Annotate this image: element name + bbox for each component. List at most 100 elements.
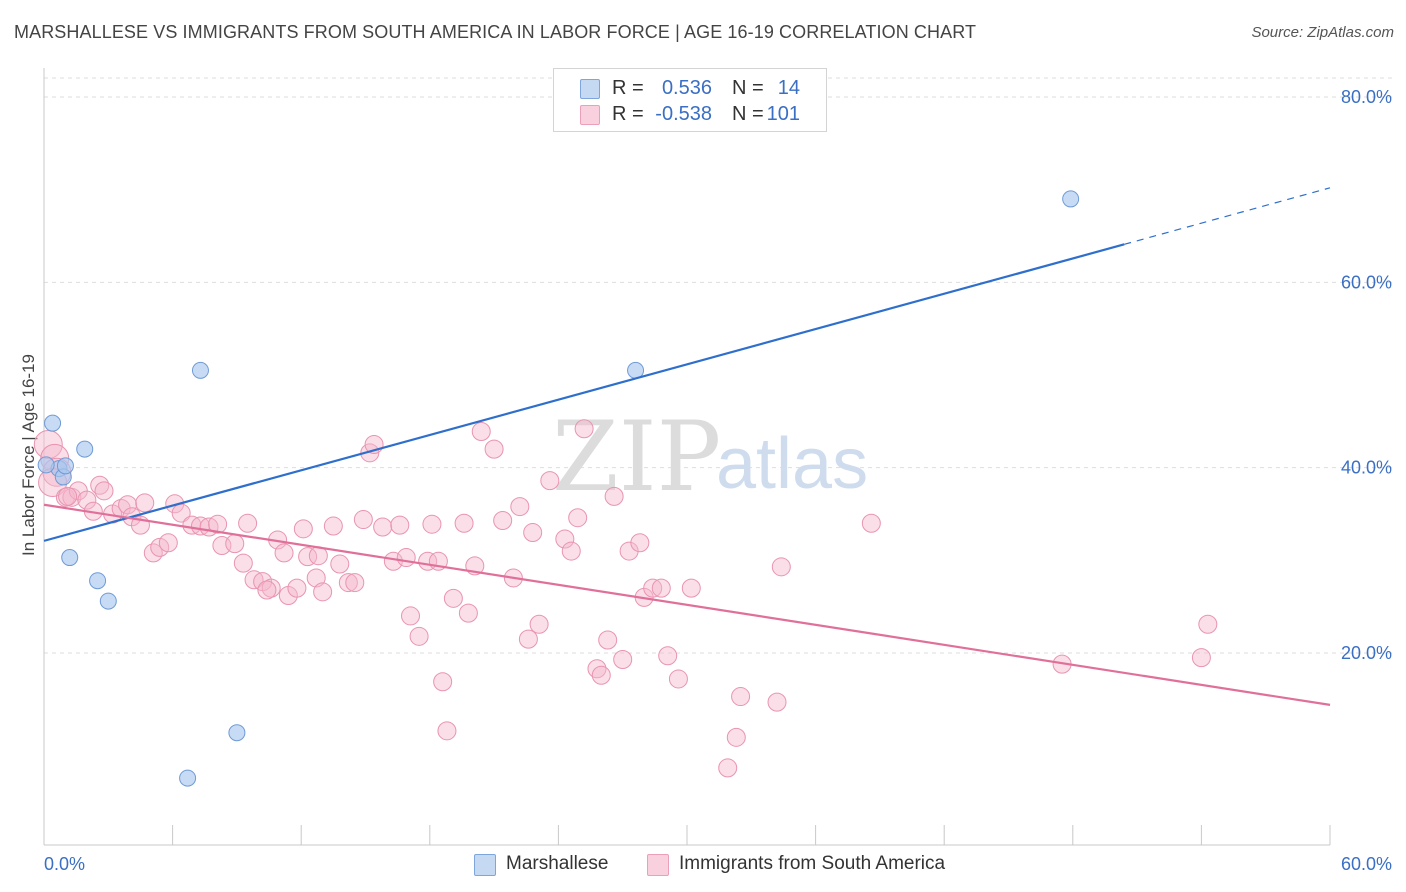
data-point-immigrants [338, 573, 358, 593]
data-point-immigrants [77, 490, 97, 510]
data-point-immigrants [529, 614, 549, 634]
trend-line-marshallese-extension [1124, 187, 1331, 245]
bottom-legend-swatch-blue [474, 854, 496, 876]
y-tick-label: 40.0% [1341, 458, 1392, 478]
data-point-immigrants [604, 486, 624, 506]
correlation-legend: R = 0.536 N = 14 R = -0.538 N = 101 [553, 68, 827, 132]
data-point-immigrants [668, 669, 688, 689]
legend-r-value: -0.538 [655, 103, 712, 125]
data-point-immigrants [651, 578, 671, 598]
data-point-immigrants [58, 486, 78, 506]
data-point-immigrants [561, 541, 581, 561]
data-point-immigrants [293, 519, 313, 539]
data-point-immigrants [150, 537, 170, 557]
data-point-immigrants [630, 533, 650, 553]
legend-r-label: R = [612, 77, 644, 99]
x-tick-label-max: 60.0% [1341, 854, 1392, 874]
data-point-immigrants [287, 578, 307, 598]
y-tick-label: 20.0% [1341, 643, 1392, 663]
data-point-immigrants [458, 603, 478, 623]
series-marshallese-points [37, 190, 1080, 787]
data-point-immigrants [555, 529, 575, 549]
data-point-marshallese [1062, 190, 1080, 208]
data-point-immigrants [861, 513, 881, 533]
data-point-immigrants [225, 534, 245, 554]
bottom-legend-label: Immigrants from South America [679, 853, 946, 874]
legend-r-label: R = [612, 103, 644, 125]
data-point-immigrants [433, 672, 453, 692]
data-point-immigrants [619, 541, 639, 561]
data-point-immigrants [94, 481, 114, 501]
data-point-immigrants [401, 606, 421, 626]
legend-n-label: N = [732, 77, 764, 99]
data-point-immigrants [323, 516, 343, 536]
data-point-immigrants [165, 494, 185, 514]
series-immigrants-points [33, 419, 1218, 778]
watermark-zip: ZIP [552, 401, 721, 513]
data-point-immigrants [298, 547, 318, 567]
data-point-immigrants [540, 471, 560, 491]
data-point-immigrants [681, 578, 701, 598]
watermark: ZIP atlas [552, 401, 868, 513]
legend-swatch-blue [580, 79, 600, 99]
data-point-immigrants [1191, 648, 1211, 668]
data-point-marshallese [191, 361, 209, 379]
data-point-immigrants [731, 687, 751, 707]
data-point-marshallese [61, 549, 79, 567]
data-point-immigrants [409, 626, 429, 646]
data-point-marshallese [89, 572, 107, 590]
data-point-immigrants [437, 721, 457, 741]
legend-n-value: 14 [777, 77, 800, 99]
data-point-immigrants [208, 514, 228, 534]
legend-n-label: N = [732, 103, 764, 125]
legend-n-value: 101 [766, 103, 800, 125]
data-point-immigrants [726, 727, 746, 747]
y-tick-label: 80.0% [1341, 87, 1392, 107]
data-point-immigrants [574, 419, 594, 439]
data-point-marshallese [37, 456, 55, 474]
data-point-immigrants [118, 495, 138, 515]
data-point-immigrants [718, 758, 738, 778]
y-tick-labels: 20.0% 40.0% 60.0% 80.0% [1341, 87, 1392, 663]
data-point-immigrants [591, 665, 611, 685]
y-axis-label: In Labor Force | Age 16-19 [19, 354, 38, 556]
trend-lines [43, 187, 1331, 706]
data-point-immigrants [390, 515, 410, 535]
data-point-immigrants [345, 573, 365, 593]
data-point-immigrants [454, 513, 474, 533]
legend-r-value: 0.536 [661, 77, 712, 99]
data-point-immigrants [471, 422, 491, 442]
data-point-marshallese [99, 592, 117, 610]
data-point-immigrants [518, 629, 538, 649]
legend-swatch-pink [580, 105, 600, 125]
data-point-immigrants [257, 580, 277, 600]
data-point-immigrants [771, 557, 791, 577]
data-point-immigrants [422, 514, 442, 534]
axes [43, 68, 1331, 846]
data-point-immigrants [484, 439, 504, 459]
data-point-immigrants [510, 497, 530, 517]
data-point-immigrants [443, 588, 463, 608]
data-point-marshallese [44, 414, 62, 432]
bottom-legend-label: Marshallese [506, 853, 609, 874]
trend-line-marshallese [43, 243, 1125, 542]
data-point-immigrants [523, 523, 543, 543]
data-point-immigrants [274, 543, 294, 563]
data-point-immigrants [767, 692, 787, 712]
watermark-atlas: atlas [716, 424, 868, 504]
data-point-immigrants [233, 553, 253, 573]
data-point-immigrants [135, 493, 155, 513]
data-point-immigrants [158, 533, 178, 553]
y-tick-label: 60.0% [1341, 272, 1392, 292]
data-point-immigrants [613, 649, 633, 669]
data-point-immigrants [493, 510, 513, 530]
data-point-marshallese [228, 724, 246, 742]
data-point-immigrants [396, 548, 416, 568]
data-point-immigrants [330, 554, 350, 574]
data-point-immigrants [1198, 614, 1218, 634]
data-point-marshallese [56, 457, 74, 475]
source-credit: Source: ZipAtlas.com [1251, 24, 1394, 41]
chart-title: MARSHALLESE VS IMMIGRANTS FROM SOUTH AME… [14, 22, 977, 42]
data-point-immigrants [143, 543, 163, 563]
